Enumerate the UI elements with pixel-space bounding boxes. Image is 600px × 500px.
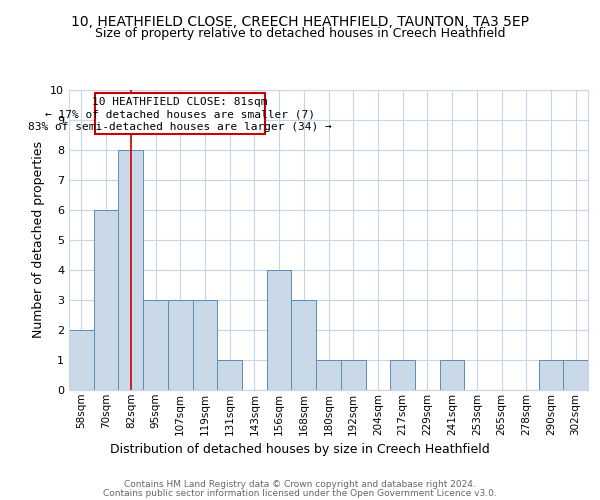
Bar [69,330,94,390]
Text: 10 HEATHFIELD CLOSE: 81sqm: 10 HEATHFIELD CLOSE: 81sqm [92,96,268,106]
Text: 10, HEATHFIELD CLOSE, CREECH HEATHFIELD, TAUNTON, TA3 5EP: 10, HEATHFIELD CLOSE, CREECH HEATHFIELD,… [71,15,529,29]
Bar [143,300,168,390]
Bar [292,300,316,390]
Bar [118,150,143,390]
Bar [193,300,217,390]
Bar [316,360,341,390]
Text: Distribution of detached houses by size in Creech Heathfield: Distribution of detached houses by size … [110,442,490,456]
Bar [168,300,193,390]
Bar [539,360,563,390]
FancyBboxPatch shape [95,93,265,134]
Text: Size of property relative to detached houses in Creech Heathfield: Size of property relative to detached ho… [95,28,505,40]
Bar [267,270,292,390]
Text: ← 17% of detached houses are smaller (7): ← 17% of detached houses are smaller (7) [45,110,315,120]
Bar [390,360,415,390]
Y-axis label: Number of detached properties: Number of detached properties [32,142,44,338]
Text: 83% of semi-detached houses are larger (34) →: 83% of semi-detached houses are larger (… [28,122,332,132]
Text: Contains public sector information licensed under the Open Government Licence v3: Contains public sector information licen… [103,489,497,498]
Bar [440,360,464,390]
Bar [217,360,242,390]
Bar [341,360,365,390]
Bar [563,360,588,390]
Bar [94,210,118,390]
Text: Contains HM Land Registry data © Crown copyright and database right 2024.: Contains HM Land Registry data © Crown c… [124,480,476,489]
